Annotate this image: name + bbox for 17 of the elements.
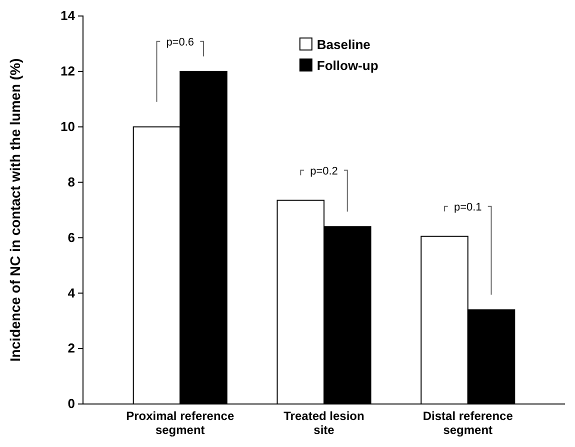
y-tick-label: 10 bbox=[60, 119, 75, 134]
y-tick-label: 12 bbox=[60, 64, 75, 79]
legend-label: Baseline bbox=[316, 37, 370, 52]
x-tick-label: Treated lesion site bbox=[284, 409, 364, 437]
y-tick-label: 8 bbox=[68, 174, 75, 190]
annotation: p=0.1 bbox=[454, 201, 482, 214]
y-tick-label: 14 bbox=[60, 8, 76, 24]
legend-label: Follow-up bbox=[316, 58, 378, 73]
x-tick-label: Proximal reference segment bbox=[126, 409, 234, 437]
y-tick-label: 4 bbox=[68, 285, 76, 300]
y-tick-label: 2 bbox=[68, 340, 75, 356]
y-axis-title: Incidence of NC in contact with the lumen (%) bbox=[7, 58, 23, 362]
y-tick-label: 6 bbox=[68, 230, 75, 245]
annotation: p=0.2 bbox=[310, 165, 338, 178]
y-tick-label: 0 bbox=[68, 396, 75, 412]
annotation: p=0.6 bbox=[166, 36, 194, 48]
x-tick-label: Distal reference segment bbox=[422, 409, 514, 437]
